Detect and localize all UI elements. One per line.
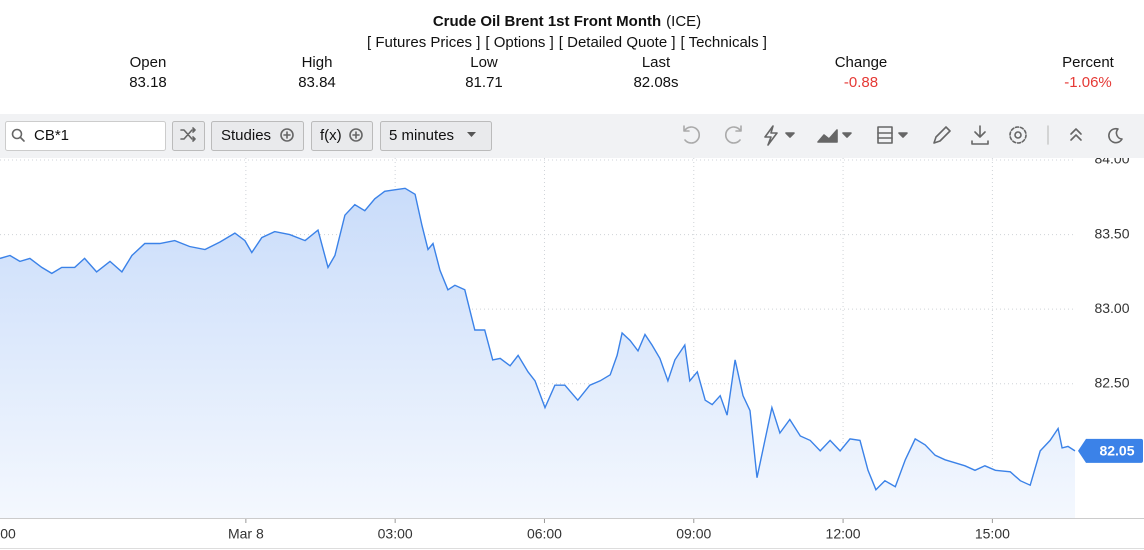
toolbar-bg (0, 114, 1144, 158)
x-tick-label: 00 (0, 526, 16, 542)
toolbar-icons[interactable] (683, 125, 1123, 146)
header: Crude Oil Brent 1st Front Month (ICE) [ F… (367, 13, 767, 51)
link[interactable]: [ Detailed Quote ] (559, 34, 676, 51)
button-label: f(x) (320, 127, 342, 144)
quote-value: -0.88 (844, 74, 878, 91)
dropdown-arrow (467, 132, 476, 137)
area-fill (0, 188, 1075, 519)
exchange: (ICE) (666, 13, 701, 30)
search-icon (11, 128, 23, 140)
quote-label: Percent (1062, 54, 1115, 71)
x-tick-label: 03:00 (378, 526, 413, 542)
quote-value: 82.08s (633, 74, 678, 91)
plus-icon (349, 128, 363, 142)
links: [ Futures Prices ] [ Options ] [ Detailed … (367, 34, 767, 51)
link[interactable]: [ Technicals ] (681, 34, 767, 51)
search-box[interactable] (5, 121, 166, 151)
button-label: 5 minutes (389, 127, 454, 144)
quote-label: High (302, 54, 333, 71)
title: Crude Oil Brent 1st Front Month (ICE) (433, 13, 701, 30)
x-tick-label: 09:00 (676, 526, 711, 542)
plus-icon (283, 131, 291, 139)
x-tick-label: Mar 8 (228, 526, 264, 542)
quote-value: -1.06% (1064, 74, 1112, 91)
y-tick-label: 82.50 (1094, 374, 1129, 390)
last-price-label: 82.05 (1099, 443, 1134, 459)
link[interactable]: [ Options ] (485, 34, 553, 51)
button-label: Studies (221, 127, 271, 144)
studies-button[interactable] (211, 121, 304, 151)
price-line (0, 187, 1076, 491)
quote-value: 83.84 (298, 74, 336, 91)
plus-icon (352, 131, 360, 139)
quote-label: Change (835, 54, 888, 71)
symbol: CB*1 (34, 127, 69, 144)
quote-label: Low (470, 54, 498, 71)
x-tick-label: 15:00 (975, 526, 1010, 542)
y-tick-label: 83.50 (1094, 225, 1129, 241)
toolbar: CB*1 Studies f(x) 5 minutes (0, 114, 1144, 158)
x-tick-label: 06:00 (527, 526, 562, 542)
link[interactable]: [ Futures Prices ] (367, 34, 480, 51)
plus-icon (280, 128, 294, 142)
quote-label: Open (130, 54, 167, 71)
y-tick-label: 83.00 (1094, 300, 1129, 316)
search-icon (19, 136, 25, 142)
last-price-marker (1078, 438, 1143, 463)
compare-icon (180, 127, 196, 142)
quote-value: 83.18 (129, 74, 167, 91)
interval-button[interactable] (380, 121, 492, 151)
quote-value: 81.71 (465, 74, 503, 91)
quote-row: Open 83.18 High 83.84 Low 81.71 Last 82.08s Chan… (129, 54, 1114, 91)
title-name: Crude Oil Brent 1st Front Month (433, 13, 661, 30)
quote-label: Last (642, 54, 671, 71)
x-tick-label: 12:00 (826, 526, 861, 542)
